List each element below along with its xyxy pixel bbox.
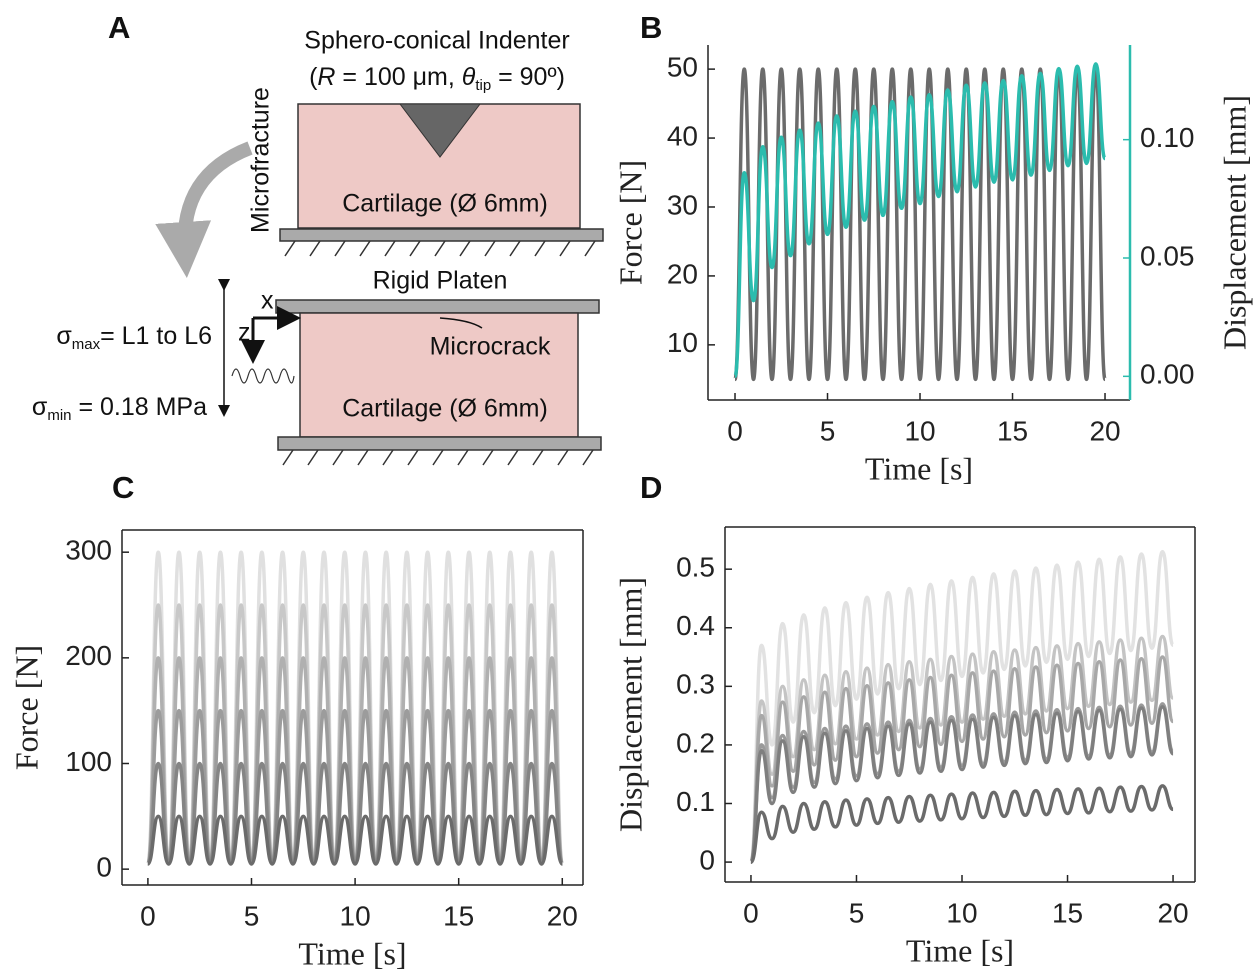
y-tick-label: 0.1 bbox=[676, 786, 715, 817]
y-tick-label: 10 bbox=[667, 327, 698, 358]
axis-z-label: z bbox=[238, 319, 251, 347]
data-line bbox=[749, 784, 1174, 864]
base-plate bbox=[277, 436, 602, 451]
y2-tick-label: 0.05 bbox=[1140, 240, 1195, 271]
panel-label: B bbox=[640, 10, 662, 45]
data-line bbox=[749, 655, 1175, 864]
indenter bbox=[398, 103, 482, 158]
data-line bbox=[146, 761, 565, 866]
panel-label: A bbox=[108, 10, 130, 45]
load-wave bbox=[231, 368, 295, 384]
y-tick-label: 300 bbox=[65, 535, 112, 566]
x-tick-label: 0 bbox=[743, 897, 759, 928]
y-tick-label: 30 bbox=[667, 189, 698, 220]
data-line bbox=[146, 550, 565, 866]
data-line bbox=[146, 603, 565, 866]
text: = 0.18 MPa bbox=[72, 393, 208, 421]
text: = L1 to L6 bbox=[100, 322, 212, 350]
subscript: max bbox=[72, 336, 101, 353]
text: θ bbox=[462, 63, 476, 91]
y2-axis-label: Displacement [mm] bbox=[1216, 95, 1252, 350]
x-tick-label: 20 bbox=[547, 900, 578, 931]
axis-x-label: x bbox=[261, 287, 274, 315]
subscript: tip bbox=[475, 77, 491, 94]
data-line bbox=[146, 656, 565, 866]
panel-label: D bbox=[640, 470, 662, 505]
microfracture-label: Microfracture bbox=[247, 87, 275, 233]
y-tick-label: 0 bbox=[699, 844, 715, 875]
x-tick-label: 0 bbox=[727, 415, 743, 446]
y-tick-label: 100 bbox=[65, 746, 112, 777]
y-tick-label: 0 bbox=[96, 852, 112, 883]
y-tick-label: 200 bbox=[65, 640, 112, 671]
hatch bbox=[282, 449, 594, 466]
x-tick-label: 15 bbox=[1052, 897, 1083, 928]
y-tick-label: 40 bbox=[667, 120, 698, 151]
sigma-min-label: σmin = 0.18 MPa bbox=[32, 393, 207, 424]
y-tick-label: 0.3 bbox=[676, 669, 715, 700]
indenter-title: Sphero-conical Indenter bbox=[304, 27, 569, 55]
text: = 100 μm, bbox=[335, 63, 461, 91]
x-tick-label: 20 bbox=[1089, 415, 1120, 446]
data-line bbox=[733, 62, 1107, 379]
y-axis-label: Force [N] bbox=[8, 645, 44, 770]
chart-panel: B 0 5 10 15 20 10 20 30 40 50 0.00 0.05 0.10 Time [s] F… bbox=[612, 10, 1252, 486]
x-tick-label: 10 bbox=[904, 415, 935, 446]
text: σ bbox=[32, 393, 48, 421]
x-axis-label: Time [s] bbox=[865, 450, 973, 486]
x-axis-label: Time [s] bbox=[906, 932, 1014, 968]
x-tick-label: 15 bbox=[443, 900, 474, 931]
x-axis-label: Time [s] bbox=[298, 935, 406, 971]
panel-label: C bbox=[112, 470, 134, 505]
text: σ bbox=[56, 322, 72, 350]
y-tick-label: 0.4 bbox=[676, 610, 715, 641]
arrow bbox=[155, 141, 253, 278]
y-tick-label: 20 bbox=[667, 258, 698, 289]
x-tick-label: 5 bbox=[849, 897, 865, 928]
cartilage-label: Cartilage (Ø 6mm) bbox=[342, 190, 548, 218]
x-tick-label: 15 bbox=[997, 415, 1028, 446]
data-line bbox=[146, 708, 565, 866]
x-tick-label: 0 bbox=[140, 900, 156, 931]
x-tick-label: 20 bbox=[1157, 897, 1188, 928]
text: R bbox=[317, 63, 335, 91]
y-axis-label: Force [N] bbox=[612, 160, 648, 285]
y2-tick-label: 0.00 bbox=[1140, 359, 1195, 390]
subscript: min bbox=[47, 407, 71, 424]
microcrack-line bbox=[439, 317, 483, 329]
microcrack-label: Microcrack bbox=[430, 333, 551, 361]
x-tick-label: 10 bbox=[946, 897, 977, 928]
panel-a: A Sphero-conical Indenter (R = 100 μm, θ… bbox=[32, 10, 604, 466]
y-tick-label: 0.2 bbox=[676, 727, 715, 758]
y2-tick-label: 0.10 bbox=[1140, 122, 1195, 153]
x-tick-label: 5 bbox=[820, 415, 836, 446]
data-line bbox=[749, 705, 1175, 864]
base-plate bbox=[279, 228, 604, 242]
x-tick-label: 5 bbox=[244, 900, 260, 931]
cartilage-block bbox=[299, 312, 579, 438]
sigma-max-label: σmax= L1 to L6 bbox=[56, 322, 212, 353]
hatch bbox=[284, 240, 596, 257]
data-line bbox=[146, 814, 565, 866]
chart-panel: D 0 5 10 15 20 0 0.1 0.2 0.3 0.4 0.5 Time [s] Displac… bbox=[612, 470, 1196, 968]
rigid-platen bbox=[275, 299, 600, 314]
y-tick-label: 0.5 bbox=[676, 552, 715, 583]
text: = 90º) bbox=[491, 63, 565, 91]
cartilage-label: Cartilage (Ø 6mm) bbox=[342, 395, 548, 423]
text: ( bbox=[309, 63, 318, 91]
platen-label: Rigid Platen bbox=[373, 267, 508, 295]
y-axis-label: Displacement [mm] bbox=[612, 577, 648, 832]
data-line bbox=[749, 549, 1175, 864]
data-line bbox=[733, 67, 1107, 382]
indenter-params: (R = 100 μm, θtip = 90º) bbox=[309, 63, 565, 94]
y-tick-label: 50 bbox=[667, 52, 698, 83]
x-tick-label: 10 bbox=[340, 900, 371, 931]
